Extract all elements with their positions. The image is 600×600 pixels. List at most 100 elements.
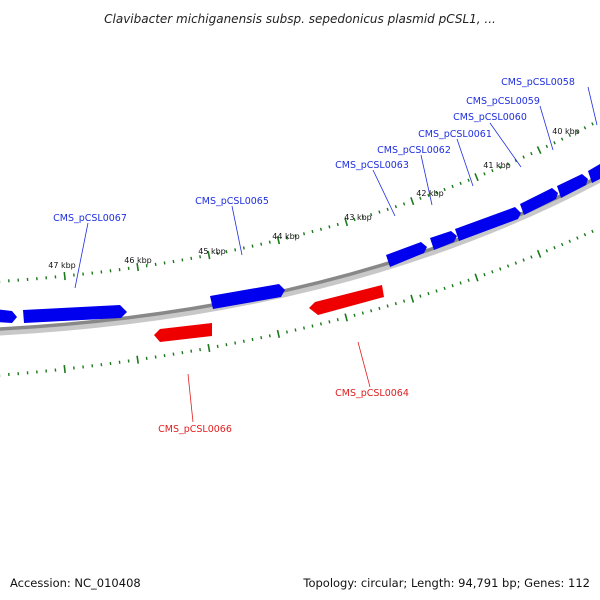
minor-tick — [419, 196, 422, 200]
minor-tick — [268, 334, 271, 338]
minor-tick — [467, 178, 470, 182]
minor-tick — [294, 234, 297, 238]
gene-arrow[interactable] — [386, 242, 427, 267]
leader-line — [74, 222, 89, 289]
minor-tick — [190, 256, 193, 260]
minor-tick — [491, 270, 494, 274]
gene-arrow[interactable] — [588, 161, 600, 183]
minor-tick — [545, 144, 549, 149]
minor-tick — [336, 318, 339, 322]
minor-tick — [435, 289, 438, 293]
minor-tick — [294, 328, 297, 332]
minor-tick — [394, 301, 397, 306]
inner-tick-ring — [0, 229, 594, 377]
gene-label-cms-pcsl0064[interactable]: CMS_pCSL0064 — [335, 388, 409, 399]
major-tick — [474, 173, 479, 182]
leader-line — [587, 86, 598, 126]
minor-tick — [560, 242, 564, 247]
kbp-label: 45 kbp — [198, 247, 226, 256]
reverse-label-leaders — [187, 341, 371, 423]
minor-tick — [467, 278, 470, 282]
gene-arrow[interactable] — [430, 231, 457, 250]
minor-tick — [302, 326, 306, 330]
leader-line — [187, 373, 194, 423]
topology-summary: Topology: circular; Length: 94,791 bp; G… — [303, 576, 590, 590]
minor-tick — [190, 349, 193, 353]
forward-strand-genes — [0, 161, 600, 323]
minor-tick — [311, 324, 314, 328]
minor-tick — [353, 313, 356, 317]
kbp-labels: 40 kbp 41 kbp 42 kbp 43 kbp 44 kbp 45 kb… — [48, 127, 580, 270]
minor-tick — [522, 258, 525, 262]
reverse-strand-genes — [154, 285, 384, 342]
minor-tick — [378, 306, 381, 311]
minor-tick — [568, 239, 572, 243]
minor-tick — [285, 330, 288, 334]
minor-tick — [181, 351, 184, 355]
leader-line — [539, 105, 554, 151]
minor-tick — [353, 218, 356, 222]
leader-line — [489, 122, 522, 168]
gene-label-cms-pcsl0060[interactable]: CMS_pCSL0060 — [453, 112, 527, 123]
gene-arrow[interactable] — [455, 207, 521, 241]
gene-label-cms-pcsl0058[interactable]: CMS_pCSL0058 — [501, 77, 575, 88]
gene-arrow[interactable] — [557, 174, 588, 198]
leader-line — [231, 205, 243, 256]
minor-tick — [378, 210, 381, 214]
minor-tick — [498, 165, 502, 169]
minor-tick — [216, 344, 219, 348]
minor-tick — [402, 299, 406, 303]
minor-tick — [591, 229, 594, 234]
gene-label-cms-pcsl0062[interactable]: CMS_pCSL0062 — [377, 145, 451, 156]
minor-tick — [181, 258, 184, 262]
minor-tick — [591, 122, 594, 126]
major-tick — [136, 355, 140, 364]
minor-tick — [251, 337, 254, 342]
minor-tick — [234, 248, 237, 252]
minor-tick — [435, 190, 438, 195]
gene-label-cms-pcsl0061[interactable]: CMS_pCSL0061 — [418, 129, 492, 140]
minor-tick — [260, 336, 263, 340]
gene-label-cms-pcsl0059[interactable]: CMS_pCSL0059 — [466, 96, 540, 107]
map-title: Clavibacter michiganensis subsp. sepedon… — [104, 12, 496, 26]
gene-arrow[interactable] — [154, 323, 212, 342]
major-tick — [536, 146, 542, 155]
minor-tick — [370, 309, 373, 313]
major-tick — [344, 313, 348, 322]
minor-tick — [386, 304, 389, 308]
gene-label-cms-pcsl0063[interactable]: CMS_pCSL0063 — [335, 160, 409, 171]
minor-tick — [568, 133, 572, 138]
gene-arrow[interactable] — [309, 285, 384, 315]
leader-line — [456, 138, 474, 187]
major-tick — [276, 329, 281, 339]
major-tick — [474, 273, 479, 282]
major-tick — [63, 364, 66, 374]
gene-arrow[interactable] — [520, 188, 558, 215]
major-tick — [410, 197, 415, 206]
minor-tick — [530, 151, 533, 156]
minor-tick — [522, 155, 525, 159]
kbp-label: 44 kbp — [272, 232, 300, 241]
gene-arrow[interactable] — [210, 284, 285, 309]
gene-label-cms-pcsl0065[interactable]: CMS_pCSL0065 — [195, 196, 269, 207]
minor-tick — [361, 311, 364, 315]
minor-tick — [583, 126, 587, 130]
minor-tick — [328, 225, 331, 229]
gene-label-cms-pcsl0067[interactable]: CMS_pCSL0067 — [53, 213, 127, 224]
gene-arrow[interactable] — [23, 305, 127, 323]
minor-tick — [506, 162, 510, 166]
gene-label-cms-pcsl0066[interactable]: CMS_pCSL0066 — [158, 424, 232, 435]
gene-arrow[interactable] — [0, 309, 17, 323]
minor-tick — [427, 291, 430, 296]
forward-label-leaders — [74, 86, 598, 289]
minor-tick — [268, 240, 271, 244]
major-tick — [410, 294, 415, 303]
kbp-label: 42 kbp — [416, 189, 444, 198]
major-tick — [136, 263, 140, 272]
minor-tick — [459, 281, 462, 285]
leader-line — [372, 169, 396, 217]
kbp-label: 43 kbp — [344, 213, 372, 222]
minor-tick — [576, 129, 579, 134]
minor-tick — [451, 284, 454, 288]
